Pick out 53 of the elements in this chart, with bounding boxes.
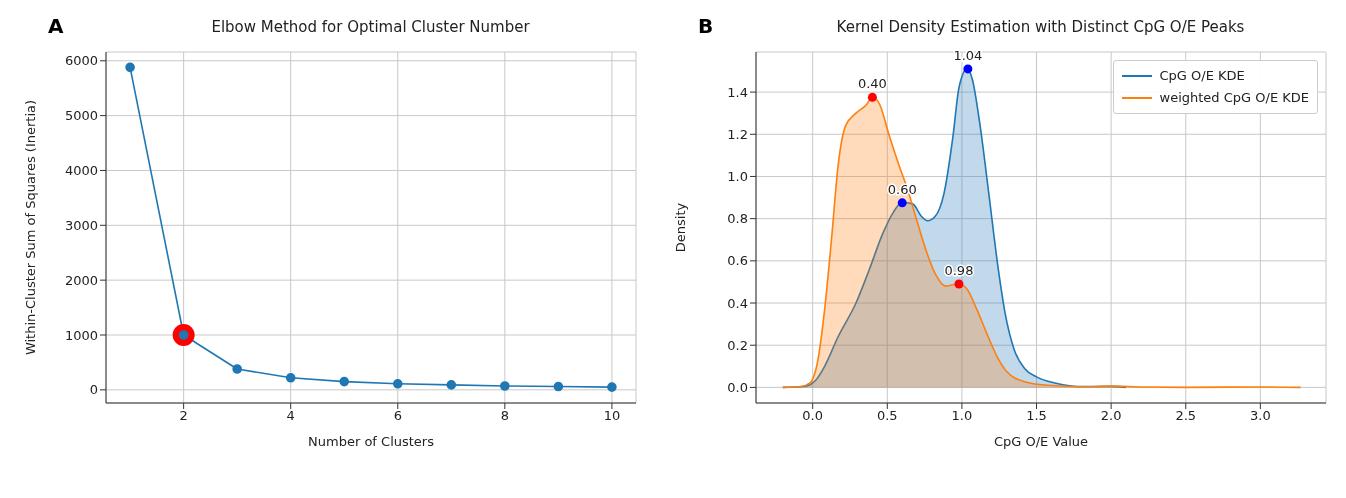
text: B xyxy=(698,14,714,38)
text: A xyxy=(48,14,64,38)
y-tick-label: 0.2 xyxy=(727,337,748,353)
annotation: 0.98 xyxy=(944,263,974,279)
x-tick-label: 1.0 xyxy=(951,408,973,424)
y-tick-label: 0.0 xyxy=(727,380,748,396)
point xyxy=(232,364,242,374)
point xyxy=(125,62,135,73)
y-tick-label: 6000 xyxy=(64,53,98,69)
x-axis-title: Number of Clusters xyxy=(308,434,435,449)
annotation: 0.40 xyxy=(857,76,887,92)
x-tick-label: 3.0 xyxy=(1250,408,1271,424)
point xyxy=(607,382,617,392)
x-tick-label: 0.5 xyxy=(876,408,898,424)
point xyxy=(339,376,350,387)
x-tick-label: 2.0 xyxy=(1100,408,1122,424)
legend-label: CpG O/E KDE xyxy=(1159,67,1245,85)
y-tick-label: 1000 xyxy=(64,327,98,343)
x-tick-label: 1.5 xyxy=(1026,408,1047,424)
point xyxy=(285,372,296,383)
point xyxy=(963,64,973,74)
y-tick-label: 5000 xyxy=(64,108,98,124)
point xyxy=(500,381,510,391)
x-tick-label: 4 xyxy=(286,408,295,424)
y-tick-label: 1.0 xyxy=(727,169,748,185)
x-tick-label: 6 xyxy=(393,408,402,424)
x-tick-label: 2.5 xyxy=(1175,408,1197,424)
y-tick-label: 1.2 xyxy=(727,126,748,142)
point xyxy=(392,379,403,389)
x-tick-label: 2 xyxy=(179,408,188,424)
x-tick-label: 10 xyxy=(603,408,621,424)
y-tick-label: 0.8 xyxy=(727,211,748,227)
point xyxy=(867,92,877,102)
annotation: 1.04 xyxy=(953,47,983,63)
y-tick-label: 3000 xyxy=(64,217,98,233)
point xyxy=(553,381,564,392)
y-tick-label: 2000 xyxy=(64,272,98,288)
chart-title: Kernel Density Estimation with Distinct CpG O/E Peaks xyxy=(835,18,1246,36)
point xyxy=(897,198,907,208)
point xyxy=(446,380,457,390)
legend-label: weighted CpG O/E KDE xyxy=(1159,89,1309,107)
x-axis-title: CpG O/E Value xyxy=(993,434,1089,449)
y-axis-title: Within-Cluster Sum of Squares (Inertia) xyxy=(22,99,38,356)
y-tick-label: 0 xyxy=(89,382,98,398)
y-tick-label: 0.4 xyxy=(727,295,748,311)
y-axis-title: Density xyxy=(672,202,688,253)
x-tick-label: 0.0 xyxy=(802,408,824,424)
y-tick-label: 1.4 xyxy=(727,84,748,100)
y-tick-label: 4000 xyxy=(64,163,98,179)
y-tick-label: 0.6 xyxy=(727,253,748,269)
chart-title: Elbow Method for Optimal Cluster Number xyxy=(210,18,531,36)
x-tick-label: 8 xyxy=(500,408,509,424)
point xyxy=(954,279,964,289)
